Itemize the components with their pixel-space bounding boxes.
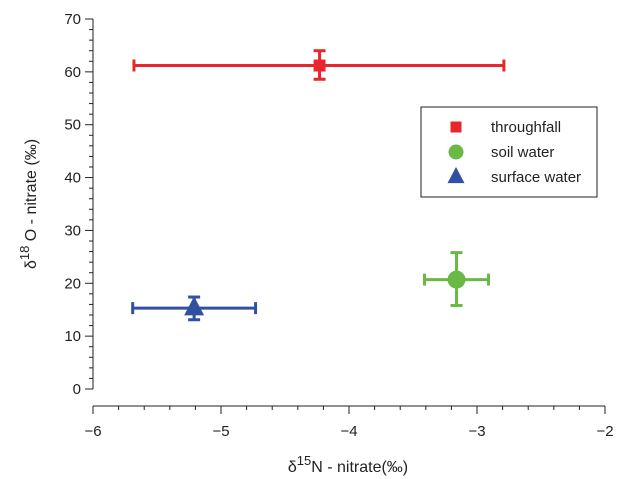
y-axis-title-symbol: δ bbox=[23, 260, 40, 269]
axes: 0 10 20 30 40 50 60 70 −6 −5 −4 −3 −2 bbox=[64, 11, 613, 440]
y-axis-title-text: O - nitrate (‰) bbox=[23, 139, 40, 246]
legend-marker-throughfall bbox=[450, 121, 462, 133]
legend-label: soil water bbox=[491, 144, 554, 161]
y-tick-label: 20 bbox=[64, 275, 81, 292]
x-tick-label: −3 bbox=[468, 423, 485, 440]
x-tick-label: −4 bbox=[340, 423, 357, 440]
y-tick-label: 60 bbox=[64, 64, 81, 81]
legend-marker-soil-water bbox=[448, 144, 464, 160]
y-tick-label: 40 bbox=[64, 170, 81, 187]
x-tick-label: −6 bbox=[84, 423, 101, 440]
data-marks bbox=[131, 49, 506, 322]
x-axis-title: δ15N - nitrate(‰) bbox=[288, 453, 408, 476]
x-axis-title-symbol: δ bbox=[288, 459, 297, 476]
x-tick-label: −2 bbox=[596, 423, 613, 440]
legend-marker-surface-water bbox=[447, 166, 465, 184]
y-axis-title-superscript: 18 bbox=[17, 246, 32, 260]
y-axis-title: δ18 O - nitrate (‰) bbox=[17, 139, 40, 269]
y-tick-label: 50 bbox=[64, 117, 81, 134]
x-tick-label: −5 bbox=[212, 423, 229, 440]
legend: throughfall soil water surface water bbox=[420, 106, 598, 198]
series-throughfall bbox=[132, 49, 506, 81]
data-point bbox=[313, 59, 326, 72]
series-soil-water bbox=[423, 251, 491, 307]
legend-label: surface water bbox=[491, 169, 581, 186]
y-tick-label: 0 bbox=[73, 381, 81, 398]
legend-label: throughfall bbox=[491, 119, 561, 136]
y-tick-label: 30 bbox=[64, 222, 81, 239]
data-point bbox=[184, 296, 205, 316]
x-axis-title-superscript: 15 bbox=[297, 453, 311, 468]
y-tick-label: 70 bbox=[64, 11, 81, 28]
series-surface-water bbox=[131, 295, 258, 322]
x-axis-title-text: N - nitrate(‰) bbox=[311, 459, 408, 476]
data-point bbox=[447, 270, 466, 289]
y-tick-label: 10 bbox=[64, 328, 81, 345]
